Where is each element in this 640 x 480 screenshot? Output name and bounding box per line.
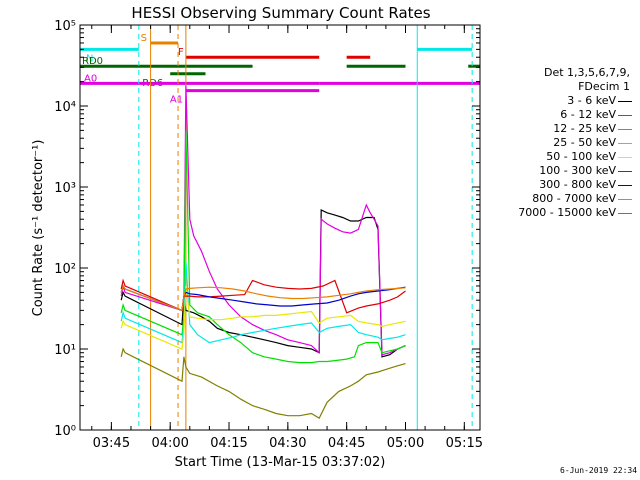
legend-label: 300 - 800 keV bbox=[539, 178, 616, 191]
legend-header-line1: Det 1,3,5,6,7,9, bbox=[543, 66, 630, 79]
legend-entry: 25 - 50 keV bbox=[500, 136, 638, 150]
legend-header-line2: FDecim 1 bbox=[578, 80, 630, 93]
x-tick-label-0: 03:45 bbox=[93, 436, 130, 451]
legend-swatch bbox=[618, 185, 632, 186]
legend-entry: 3 - 6 keV bbox=[500, 94, 638, 108]
series-line-5 bbox=[120, 278, 406, 314]
y-tick-label-3: 10³ bbox=[54, 181, 76, 196]
x-tick-label-4: 04:45 bbox=[328, 436, 365, 451]
series-line-8 bbox=[120, 347, 406, 420]
y-tick-label-2: 10² bbox=[54, 262, 76, 277]
flag-label-rd0: RD0 bbox=[82, 56, 103, 67]
plot-frame bbox=[79, 24, 481, 431]
legend: Det 1,3,5,6,7,9, FDecim 1 3 - 6 keV 6 - 1… bbox=[500, 66, 638, 220]
x-tick-label-3: 04:30 bbox=[269, 436, 306, 451]
legend-label: 3 - 6 keV bbox=[567, 94, 616, 107]
legend-swatch bbox=[618, 213, 632, 214]
x-tick-label-5: 05:00 bbox=[387, 436, 424, 451]
series-line-7 bbox=[120, 284, 406, 312]
y-tick-label-5: 10⁵ bbox=[54, 19, 76, 34]
axes: 03:45 04:00 04:15 04:30 04:45 05:00 05:15 10⁰ 10… bbox=[54, 19, 483, 451]
legend-entry: 6 - 12 keV bbox=[500, 108, 638, 122]
series-line-3 bbox=[120, 261, 406, 344]
flag-bars: SNFRD0RD6A0A1 bbox=[80, 33, 480, 106]
legend-swatch bbox=[618, 101, 632, 102]
legend-swatch bbox=[618, 143, 632, 144]
x-tick-label-2: 04:15 bbox=[210, 436, 247, 451]
legend-entry: 50 - 100 keV bbox=[500, 150, 638, 164]
flag-label-a0: A0 bbox=[84, 73, 97, 84]
x-tick-label-1: 04:00 bbox=[151, 436, 188, 451]
y-tick-label-4: 10⁴ bbox=[54, 100, 76, 115]
y-axis-label: Count Rate (s⁻¹ detector⁻¹) bbox=[31, 140, 46, 317]
series-line-2 bbox=[120, 130, 406, 364]
legend-swatch bbox=[618, 157, 632, 158]
legend-swatch bbox=[618, 115, 632, 116]
legend-label: 800 - 7000 keV bbox=[532, 192, 616, 205]
series-line-1 bbox=[120, 85, 406, 356]
legend-entry: 7000 - 15000 keV bbox=[500, 206, 638, 220]
vertical-markers bbox=[138, 25, 473, 430]
flag-label-n: N bbox=[86, 53, 93, 64]
chart-title: HESSI Observing Summary Count Rates bbox=[131, 4, 430, 22]
legend-label: 25 - 50 keV bbox=[553, 136, 616, 149]
x-axis-label: Start Time (13-Mar-15 03:37:02) bbox=[175, 455, 386, 470]
legend-entry: 12 - 25 keV bbox=[500, 122, 638, 136]
y-tick-label-0: 10⁰ bbox=[54, 424, 76, 439]
legend-label: 50 - 100 keV bbox=[546, 150, 616, 163]
flag-label-f: F bbox=[178, 47, 184, 58]
legend-label: 7000 - 15000 keV bbox=[518, 206, 616, 219]
generated-timestamp: 6-Jun-2019 22:34 bbox=[560, 466, 638, 475]
legend-entry: 100 - 300 keV bbox=[500, 164, 638, 178]
series-lines bbox=[120, 85, 406, 420]
legend-entry: 300 - 800 keV bbox=[500, 178, 638, 192]
legend-label: 100 - 300 keV bbox=[539, 164, 616, 177]
x-tick-label-6: 05:15 bbox=[446, 436, 483, 451]
legend-swatch bbox=[618, 199, 632, 200]
legend-swatch bbox=[618, 129, 632, 130]
series-line-4 bbox=[120, 285, 406, 350]
legend-label: 6 - 12 keV bbox=[560, 108, 616, 121]
flag-label-a1: A1 bbox=[170, 95, 183, 106]
legend-swatch bbox=[618, 171, 632, 172]
y-tick-label-1: 10¹ bbox=[54, 343, 76, 358]
legend-label: 12 - 25 keV bbox=[553, 122, 616, 135]
legend-entry: 800 - 7000 keV bbox=[500, 192, 638, 206]
flag-label-s: S bbox=[141, 33, 147, 44]
